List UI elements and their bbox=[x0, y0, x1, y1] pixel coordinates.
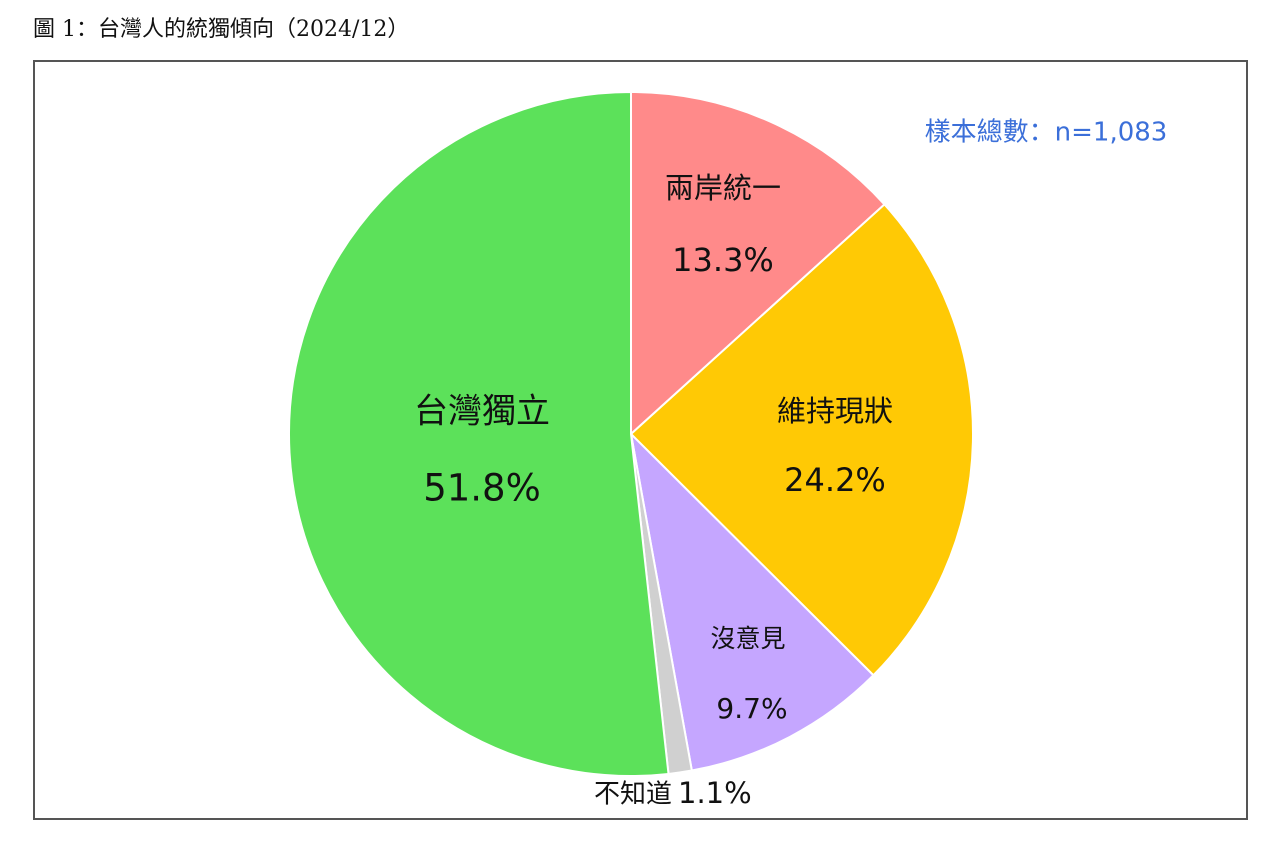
pie-slice bbox=[288, 90, 670, 777]
slice-label: 維持現狀 bbox=[777, 394, 893, 428]
pie-slice bbox=[629, 431, 875, 772]
value-label: 9.7% bbox=[716, 692, 787, 725]
value-label: 1.1% bbox=[678, 776, 752, 810]
value-label: 13.3% bbox=[672, 241, 774, 279]
value-label: 24.2% bbox=[784, 461, 886, 499]
pie-slice bbox=[629, 203, 974, 677]
slice-label: 台灣獨立 bbox=[414, 392, 550, 432]
value-label: 51.8% bbox=[423, 467, 541, 510]
slice-label: 沒意見 bbox=[710, 624, 785, 653]
pie-slice bbox=[630, 90, 886, 437]
slice-label: 兩岸統一 bbox=[665, 171, 781, 205]
annotation: 樣本總數：n=1,083 bbox=[925, 118, 1168, 148]
chart-title: 圖 1：台灣人的統獨傾向（2024/12） bbox=[33, 17, 409, 42]
slice-label: 不知道 bbox=[594, 780, 672, 810]
